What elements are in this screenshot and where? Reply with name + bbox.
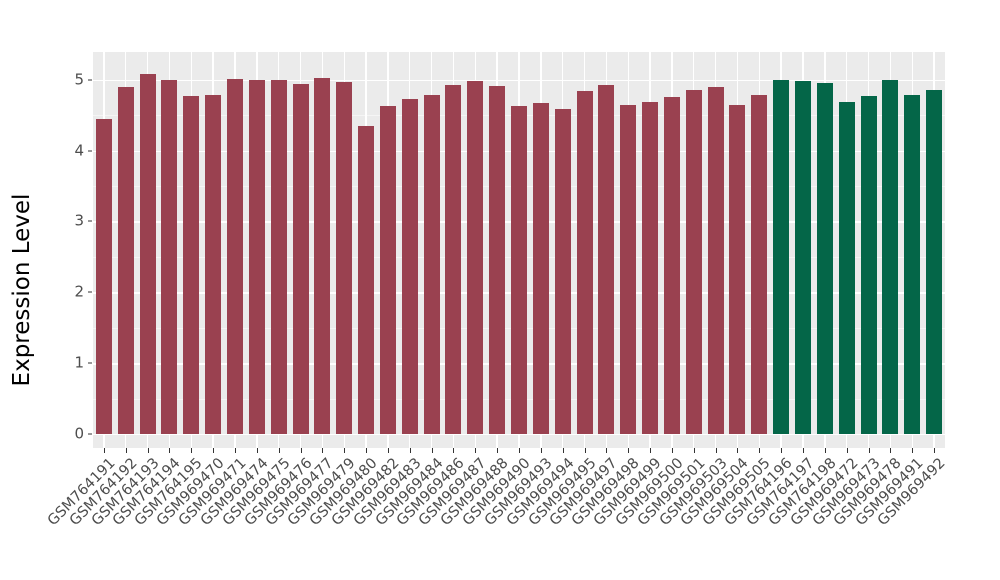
x-axis-tick-mark: [803, 448, 804, 453]
y-axis-tick-labels: 0 1 2 3 4 5: [44, 0, 84, 580]
x-axis-tick-mark: [562, 448, 564, 453]
bar: [882, 80, 899, 434]
x-axis-tick-mark: [453, 448, 455, 453]
x-axis-tick-mark: [934, 448, 936, 453]
x-axis-tick-labels: GSM764191 GSM764192 GSM764193 GSM764194 GSM7…: [45, 455, 949, 580]
y-axis-tick-mark: [88, 79, 92, 81]
x-axis-tick-mark: [300, 448, 302, 453]
bar: [642, 101, 659, 434]
y-axis-tick-mark: [88, 291, 92, 293]
y-axis-tick-label: 3: [74, 211, 84, 230]
x-axis-tick-mark: [431, 448, 433, 453]
x-axis-tick-mark: [366, 448, 368, 453]
bar: [183, 96, 200, 434]
y-axis-tick-mark: [88, 362, 92, 364]
bar: [248, 80, 265, 434]
bar: [904, 94, 921, 434]
x-axis-tick-mark: [671, 448, 673, 453]
bar: [576, 91, 593, 434]
bar: [227, 79, 243, 434]
bar: [139, 74, 156, 434]
x-axis-tick-mark: [103, 448, 105, 453]
bar: [401, 98, 418, 434]
bar: [489, 86, 506, 434]
bar: [751, 94, 768, 434]
x-axis-tick-mark: [606, 448, 608, 453]
x-axis-tick-mark: [693, 448, 695, 453]
y-axis-tick-mark: [88, 220, 92, 222]
y-axis-tick-mark: [88, 433, 92, 435]
bar: [707, 86, 724, 434]
bar: [773, 79, 790, 434]
bar: [532, 103, 549, 434]
bar: [358, 126, 375, 434]
y-axis-tick-label: 0: [74, 424, 84, 443]
bar: [554, 109, 571, 434]
bar: [795, 81, 811, 434]
y-axis-tick-label: 1: [74, 353, 84, 372]
x-axis-tick-mark: [191, 448, 193, 453]
bar: [95, 118, 112, 434]
y-axis-tick-mark: [88, 150, 92, 152]
bar: [423, 95, 440, 434]
x-axis-tick-mark: [147, 448, 149, 453]
bar: [860, 96, 877, 434]
x-axis-tick-mark: [213, 448, 215, 453]
x-axis-tick-mark: [497, 448, 499, 453]
x-axis-tick-mark: [409, 448, 411, 453]
x-axis-tick-mark: [169, 448, 171, 453]
x-axis-tick-mark: [235, 448, 236, 453]
y-axis-tick-label: 2: [74, 282, 84, 301]
x-axis-tick-mark: [125, 448, 127, 453]
bar: [511, 105, 527, 434]
bar: [292, 83, 309, 434]
x-axis-tick-mark: [912, 448, 914, 453]
x-axis-tick-mark: [759, 448, 761, 453]
x-axis-tick-mark: [322, 448, 324, 453]
x-axis-tick-mark: [387, 448, 389, 453]
bar: [926, 89, 943, 434]
bar: [314, 78, 331, 434]
x-axis-tick-mark: [868, 448, 870, 453]
bar: [205, 95, 222, 434]
bar: [598, 85, 615, 434]
x-axis-tick-mark: [519, 448, 520, 453]
bar: [620, 105, 637, 434]
bar: [838, 102, 855, 434]
bar: [161, 80, 178, 434]
bar: [729, 105, 746, 434]
x-axis-tick-mark: [256, 448, 258, 453]
y-axis-tick-label: 5: [74, 70, 84, 89]
y-axis-title: Expression Level: [9, 193, 35, 387]
bar: [663, 97, 680, 434]
x-axis-tick-mark: [650, 448, 652, 453]
x-axis-tick-mark: [628, 448, 630, 453]
x-axis-tick-mark: [890, 448, 892, 453]
bar: [336, 81, 353, 434]
x-axis-tick-marks: [93, 448, 945, 454]
x-axis-tick-mark: [344, 448, 346, 453]
bar: [379, 105, 396, 434]
y-axis-tick-label: 4: [74, 141, 84, 160]
x-axis-tick-mark: [781, 448, 783, 453]
bar: [467, 81, 484, 434]
x-axis-tick-mark: [278, 448, 280, 453]
bar: [270, 80, 287, 434]
x-axis-tick-mark: [824, 448, 826, 453]
x-axis-tick-mark: [540, 448, 542, 453]
x-axis-tick-mark: [846, 448, 848, 453]
x-axis-tick-mark: [715, 448, 717, 453]
plot-panel: [93, 52, 945, 448]
bar: [445, 84, 462, 434]
bar: [685, 90, 702, 434]
x-axis-tick-mark: [737, 448, 739, 453]
x-axis-tick-mark: [584, 448, 586, 453]
bar: [117, 86, 134, 434]
bar: [816, 83, 833, 434]
x-axis-tick-mark: [475, 448, 477, 453]
